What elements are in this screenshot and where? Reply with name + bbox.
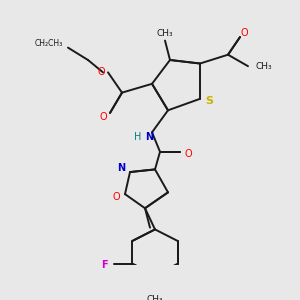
Text: CH₃: CH₃ <box>147 296 163 300</box>
Text: CH₃: CH₃ <box>256 62 272 71</box>
Text: H: H <box>134 132 142 142</box>
Text: O: O <box>99 112 107 122</box>
Text: F: F <box>101 260 108 270</box>
Text: S: S <box>205 96 213 106</box>
Text: CH₂CH₃: CH₂CH₃ <box>35 39 63 48</box>
Text: O: O <box>97 68 105 77</box>
Text: O: O <box>184 148 192 158</box>
Text: N: N <box>145 132 153 142</box>
Text: N: N <box>117 163 125 172</box>
Text: O: O <box>240 28 248 38</box>
Text: CH₃: CH₃ <box>157 29 173 38</box>
Text: O: O <box>112 192 120 202</box>
